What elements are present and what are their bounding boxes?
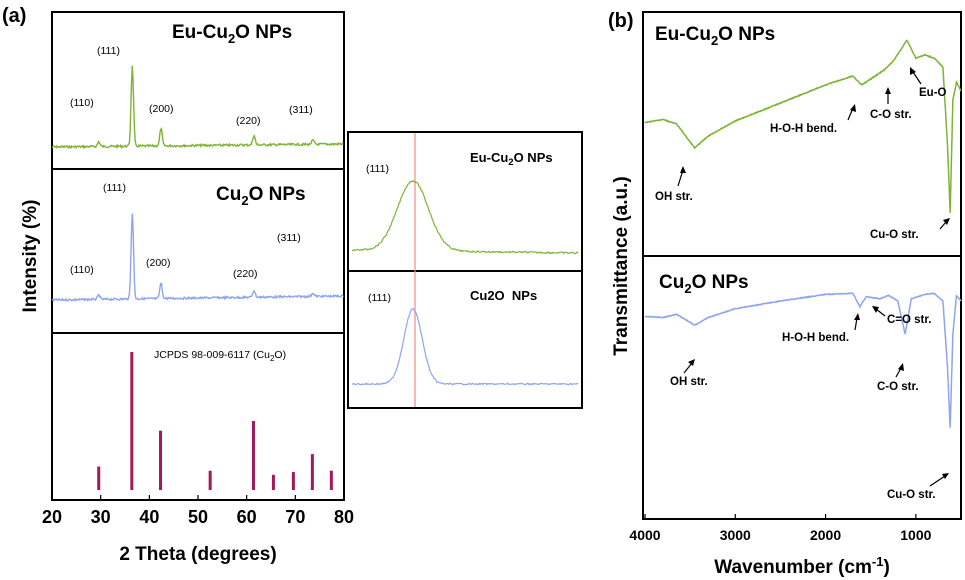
hkl-eu-220: (220) [236,115,261,127]
ann-eu-euo: Eu-O [919,87,947,99]
ann-cu-c-o-double: C=O str. [887,314,931,326]
xrd-x-tick-label: 40 [139,507,159,527]
inset-eu-hkl: (111) [366,163,389,175]
hkl-cu-200: (200) [146,257,171,269]
ftir-cu-title: Cu2O NPs [659,272,749,296]
inset-cu-title: Cu2O NPs [470,288,537,303]
xrd-x-ticks: 20 30 40 50 60 70 80 [42,495,354,527]
hkl-cu-111: (111) [103,182,126,194]
ann-eu-co: C-O str. [870,109,912,121]
xrd-y-label: Intensity (%) [20,200,41,313]
ftir-x-tick-label: 4000 [629,527,660,543]
xrd-cu2o-line [51,213,344,302]
ftir-x-tick-label: 3000 [720,527,751,543]
ann-cu-hoh: H-O-H bend. [782,332,849,344]
xrd-cu-title: Cu2O NPs [216,184,306,208]
hkl-cu-110: (110) [70,264,94,276]
xrd-x-tick-label: 20 [42,507,62,527]
hkl-eu-110: (110) [70,97,94,109]
ftir-y-label: Transmittance (a.u.) [611,176,632,356]
hkl-cu-311: (311) [277,232,301,244]
inset-cu2o-line [351,307,579,386]
ftir-eu-cu2o-line [644,39,962,213]
ftir-x-tick-label: 2000 [810,527,841,543]
ann-eu-cuo: Cu-O str. [870,229,919,241]
ftir-x-tick-label: 1000 [900,527,931,543]
ftir-eu-annotations: OH str. H-O-H bend. C-O str. Eu-O Cu-O s… [655,67,950,241]
xrd-x-tick-label: 30 [91,507,111,527]
ann-eu-oh: OH str. [655,191,693,203]
xrd-frame [51,11,345,501]
panel-label-b: (b) [608,10,634,32]
xrd-x-tick-label: 80 [334,507,354,527]
ann-cu-co: C-O str. [877,381,919,393]
xrd-x-tick-label: 50 [188,507,208,527]
ftir-x-ticks: 4000 3000 2000 1000 [629,514,932,543]
inset-eu-title: Eu-Cu2O NPs [470,150,553,168]
ann-cu-oh: OH str. [670,376,708,388]
ftir-x-label: Wavenumber (cm-1) [714,554,890,578]
ann-eu-hoh: H-O-H bend. [770,123,837,135]
xrd-eu-title: Eu-Cu2O NPs [172,22,292,46]
xrd-x-tick-label: 70 [285,507,305,527]
hkl-eu-200: (200) [149,103,174,115]
ftir-cu2o-line [644,292,962,428]
ftir-cu-annotations: OH str. H-O-H bend. C=O str. C-O str. Cu… [670,306,949,501]
ftir-frame [642,11,962,520]
inset-cu-hkl: (111) [368,292,391,304]
xrd-x-tick-label: 60 [237,507,257,527]
jcpds-label: JCPDS 98-009-6117 (Cu2O) [154,349,286,363]
hkl-eu-311: (311) [289,104,313,116]
jcpds-stick-pattern [97,352,333,490]
inset-eu-cu2o-line [351,179,579,255]
hkl-eu-111: (111) [97,45,120,57]
xrd-eu-cu2o-line [51,65,344,150]
xrd-x-label: 2 Theta (degrees) [119,544,276,565]
hkl-cu-220: (220) [233,268,258,280]
ftir-eu-title: Eu-Cu2O NPs [655,24,775,48]
panel-label-a: (a) [2,5,26,27]
ann-cu-cuo: Cu-O str. [887,489,936,501]
